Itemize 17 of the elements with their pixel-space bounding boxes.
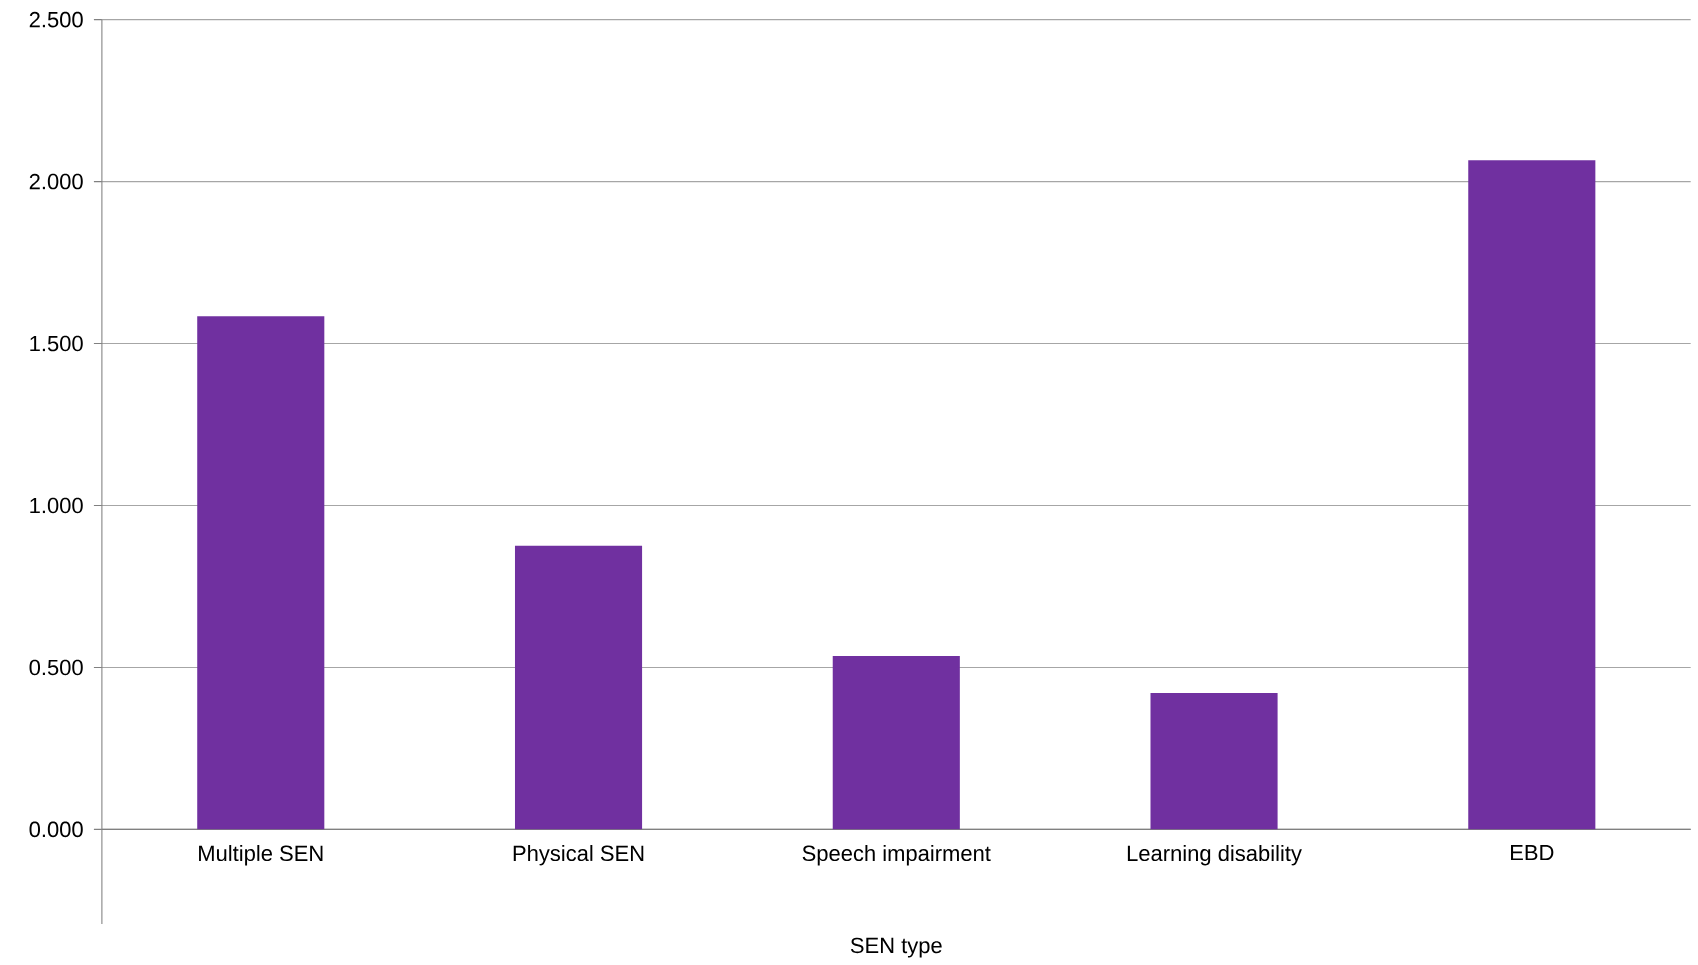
bar bbox=[197, 316, 325, 830]
x-tick-label: Learning disability bbox=[1127, 845, 1302, 866]
x-tick-label: EBD bbox=[1511, 845, 1554, 861]
bar bbox=[1468, 160, 1596, 830]
y-tick-label: 2.500 bbox=[29, 11, 83, 28]
x-axis-title: SEN type bbox=[850, 937, 942, 958]
y-tick-label: 1.000 bbox=[30, 497, 83, 514]
bar bbox=[832, 656, 960, 830]
y-tick-label: 0.000 bbox=[29, 821, 83, 838]
bar bbox=[1150, 693, 1278, 830]
y-tick-label: 0.500 bbox=[29, 659, 83, 676]
x-tick-label: Physical SEN bbox=[513, 845, 644, 866]
y-tick-label: 2.000 bbox=[29, 173, 83, 190]
x-tick-label: Multiple SEN bbox=[199, 845, 323, 866]
bar bbox=[514, 545, 643, 830]
y-tick-label: 1.500 bbox=[30, 335, 83, 352]
x-tick-label: Speech impairment bbox=[802, 845, 991, 866]
